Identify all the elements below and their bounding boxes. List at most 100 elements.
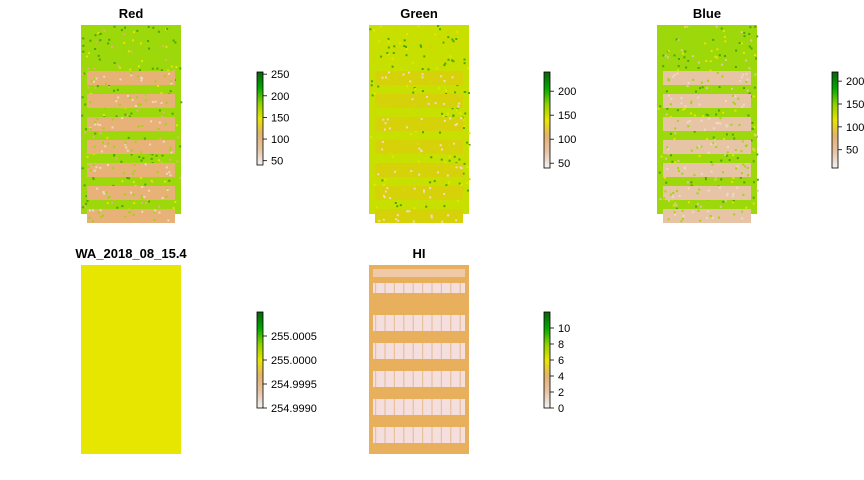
texture-pixel [681,209,684,212]
texture-pixel [153,211,156,214]
texture-pixel [752,196,755,199]
plot-row [87,94,175,108]
texture-pixel [81,73,84,75]
texture-pixel [136,29,139,32]
texture-pixel [89,128,92,131]
texture-pixel [430,214,433,217]
texture-pixel [103,75,106,78]
texture-pixel [124,26,126,29]
texture-pixel [124,142,127,145]
texture-pixel [405,45,407,48]
texture-pixel [741,217,744,220]
plot-divider [422,399,424,415]
texture-pixel [126,177,129,179]
texture-pixel [427,68,430,71]
texture-pixel [386,187,389,190]
texture-pixel [113,154,116,157]
texture-pixel [691,55,694,58]
texture-pixel [92,220,94,223]
texture-pixel [445,91,448,94]
plot-divider [412,343,414,359]
plot-divider [450,283,452,293]
raster-image [657,25,759,223]
texture-pixel [388,127,391,130]
texture-pixel [383,196,386,199]
texture-pixel [137,103,140,106]
texture-pixel [138,65,140,68]
texture-pixel [115,115,118,118]
texture-pixel [722,171,725,174]
texture-pixel [463,125,466,128]
texture-pixel [745,59,748,62]
plot-divider [403,399,405,415]
texture-pixel [116,206,119,209]
texture-pixel [389,151,392,154]
texture-pixel [671,160,674,163]
texture-pixel [427,182,430,184]
texture-pixel [713,142,716,145]
texture-pixel [722,138,725,141]
texture-pixel [99,39,102,42]
texture-pixel [89,101,92,104]
texture-pixel [733,137,736,140]
texture-pixel [726,151,729,154]
texture-pixel [141,186,144,188]
legend-tick-label: 50 [558,158,570,170]
texture-pixel [162,111,165,114]
texture-pixel [92,178,95,180]
texture-pixel [150,157,153,160]
texture-pixel [462,127,465,129]
texture-pixel [136,109,139,112]
texture-pixel [673,138,676,141]
texture-pixel [717,122,720,125]
texture-pixel [658,171,661,174]
texture-pixel [752,202,755,205]
texture-pixel [132,172,134,175]
texture-pixel [378,105,381,108]
texture-pixel [126,149,129,152]
texture-pixel [753,86,756,89]
texture-pixel [159,138,162,141]
texture-pixel [132,39,134,42]
texture-pixel [105,191,108,194]
plot-divider [412,371,414,387]
texture-pixel [111,166,114,169]
texture-pixel [83,184,86,187]
texture-pixel [707,114,710,117]
texture-pixel [99,209,102,212]
texture-pixel [119,66,121,69]
texture-pixel [711,163,714,166]
texture-pixel [456,174,459,177]
texture-pixel [141,202,143,204]
plot-divider [450,315,452,331]
texture-pixel [449,55,452,58]
texture-pixel [690,149,693,152]
texture-pixel [662,54,665,57]
texture-pixel [692,211,695,214]
texture-pixel [123,33,126,36]
texture-pixel [732,201,735,204]
texture-pixel [725,124,728,127]
texture-pixel [179,176,182,179]
texture-pixel [663,197,666,200]
texture-pixel [686,25,689,28]
texture-pixel [157,30,160,33]
legend-tick-label: 254.9990 [271,403,317,415]
texture-pixel [668,199,670,202]
texture-pixel [736,157,739,160]
texture-pixel [104,145,107,148]
texture-pixel [735,167,738,170]
texture-pixel [113,89,116,92]
texture-pixel [402,73,405,76]
texture-pixel [382,218,385,221]
texture-pixel [693,130,696,133]
texture-pixel [463,58,466,61]
texture-pixel [413,207,416,210]
texture-pixel [417,160,420,163]
texture-pixel [408,141,411,144]
texture-pixel [441,220,444,223]
texture-pixel [419,75,422,77]
texture-pixel [405,54,408,57]
texture-pixel [414,104,417,106]
texture-pixel [158,159,160,162]
